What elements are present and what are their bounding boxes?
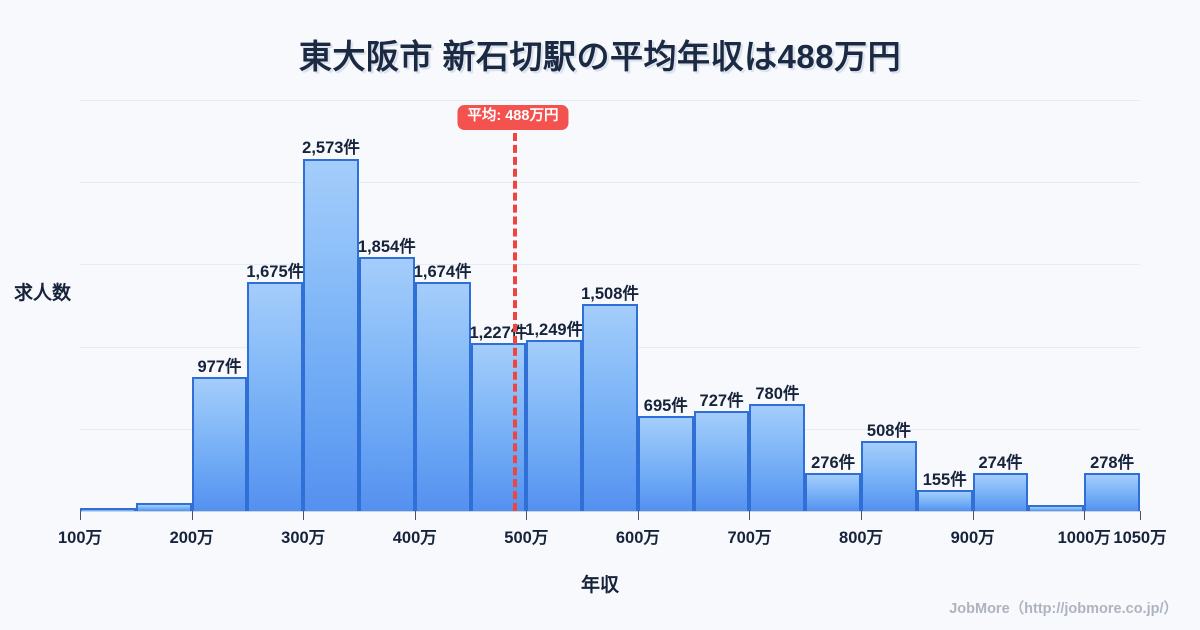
average-badge: 平均: 488万円	[457, 105, 569, 130]
x-tick-label: 1000万	[1057, 529, 1111, 547]
bar[interactable]	[749, 404, 806, 511]
bar-value-label: 1,854件	[357, 238, 416, 256]
bar[interactable]	[470, 342, 527, 511]
bar[interactable]	[358, 257, 415, 511]
x-tick-label: 600万	[615, 529, 660, 547]
bar-value-label: 155件	[922, 470, 967, 489]
bar-value-label: 780件	[755, 385, 800, 404]
bar-value-label: 1,508件	[581, 285, 639, 304]
page-title: 東大阪市 新石切駅の平均年収は488万円	[298, 38, 902, 75]
bar-value-label: 1,674件	[413, 262, 472, 281]
bar-value-label: 695件	[643, 396, 688, 415]
tick-mark	[191, 511, 193, 520]
y-axis-title: 求人数	[14, 283, 72, 304]
bar[interactable]	[414, 281, 471, 511]
x-tick-label: 100万	[57, 529, 103, 547]
tick-mark	[414, 511, 416, 520]
tick-mark	[972, 511, 974, 520]
bar[interactable]	[916, 489, 973, 511]
plot-area: 977件 1,675件 2,573件 1,854件 1,674件 1,227件 1,249件…	[58, 100, 1167, 547]
bar[interactable]	[1084, 472, 1140, 511]
bar-value-label: 977件	[197, 358, 242, 377]
x-tick-label: 700万	[727, 529, 772, 547]
bar[interactable]	[805, 473, 862, 511]
tick-mark	[861, 511, 863, 520]
gridline	[80, 100, 1140, 101]
gridline	[80, 264, 1140, 265]
bar[interactable]	[526, 339, 583, 511]
x-tick-label: 800万	[839, 529, 884, 547]
bar[interactable]	[693, 411, 750, 511]
bar-value-label: 1,675件	[246, 262, 305, 281]
footer-credit: JobMore（http://jobmore.co.jp/）	[949, 601, 1178, 617]
bar[interactable]	[637, 415, 694, 511]
tick-mark	[749, 511, 751, 520]
tick-mark	[1084, 511, 1086, 520]
gridline	[80, 182, 1140, 183]
x-axis-title: 年収	[580, 575, 619, 596]
bar-value-label: 2,573件	[302, 139, 360, 158]
bar[interactable]	[861, 441, 917, 511]
average-line	[512, 133, 517, 511]
bar-value-label: 274件	[978, 454, 1023, 473]
bar-value-label: 278件	[1090, 453, 1135, 472]
x-tick-label: 300万	[281, 529, 326, 547]
bar[interactable]	[247, 281, 304, 511]
bar[interactable]	[582, 304, 638, 511]
bar-value-label: 727件	[699, 392, 744, 411]
bar-value-label: 1,227件	[469, 323, 528, 342]
x-tick-label: 900万	[950, 529, 995, 547]
bar[interactable]	[135, 502, 192, 511]
tick-mark	[80, 511, 81, 520]
bar[interactable]	[1028, 504, 1085, 511]
x-tick-label: 500万	[504, 529, 549, 547]
bar[interactable]	[972, 473, 1029, 511]
x-tick-label: 200万	[169, 529, 214, 547]
x-tick-label: 400万	[392, 529, 437, 547]
tick-mark	[303, 511, 305, 520]
tick-mark	[637, 511, 639, 520]
x-tick-label: 1050万	[1113, 529, 1167, 547]
bar-value-label: 1,249件	[525, 320, 584, 339]
tick-mark	[526, 511, 528, 520]
bar[interactable]	[80, 508, 136, 511]
tick-mark	[1140, 511, 1141, 520]
bar-value-label: 276件	[811, 454, 856, 473]
bar[interactable]	[191, 377, 248, 511]
x-axis-baseline	[80, 511, 1140, 512]
bar-value-label: 508件	[866, 422, 911, 441]
bar[interactable]	[303, 158, 359, 511]
